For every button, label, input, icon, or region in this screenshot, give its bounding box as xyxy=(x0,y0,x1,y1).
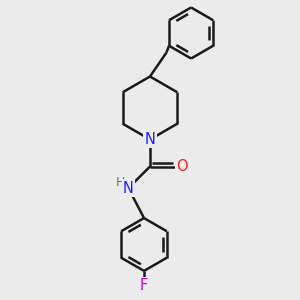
Text: N: N xyxy=(123,181,134,196)
Text: H: H xyxy=(115,176,125,189)
Text: F: F xyxy=(140,278,148,293)
Text: O: O xyxy=(176,159,188,174)
Text: N: N xyxy=(145,132,155,147)
